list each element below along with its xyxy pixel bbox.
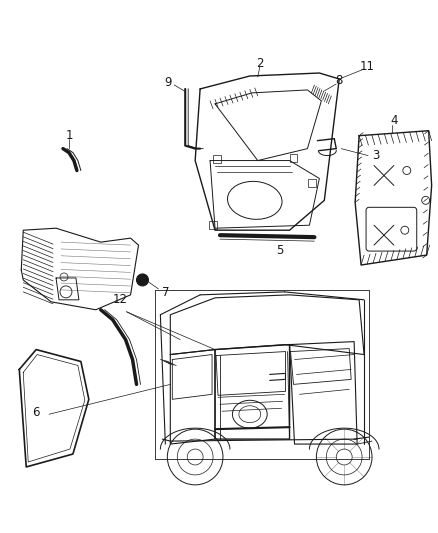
Text: 5: 5: [276, 244, 283, 256]
Text: 7: 7: [162, 286, 169, 300]
Text: 8: 8: [336, 75, 343, 87]
Bar: [213, 155, 221, 163]
Circle shape: [137, 274, 148, 286]
Text: 9: 9: [165, 76, 172, 90]
Bar: [308, 180, 316, 188]
Bar: [290, 154, 297, 161]
Text: 2: 2: [256, 56, 264, 70]
Text: 4: 4: [390, 114, 398, 127]
Bar: [209, 221, 217, 229]
Text: 3: 3: [372, 149, 380, 162]
Text: 1: 1: [65, 129, 73, 142]
Text: 11: 11: [360, 60, 374, 72]
Text: 6: 6: [32, 406, 40, 419]
Text: 12: 12: [113, 293, 128, 306]
